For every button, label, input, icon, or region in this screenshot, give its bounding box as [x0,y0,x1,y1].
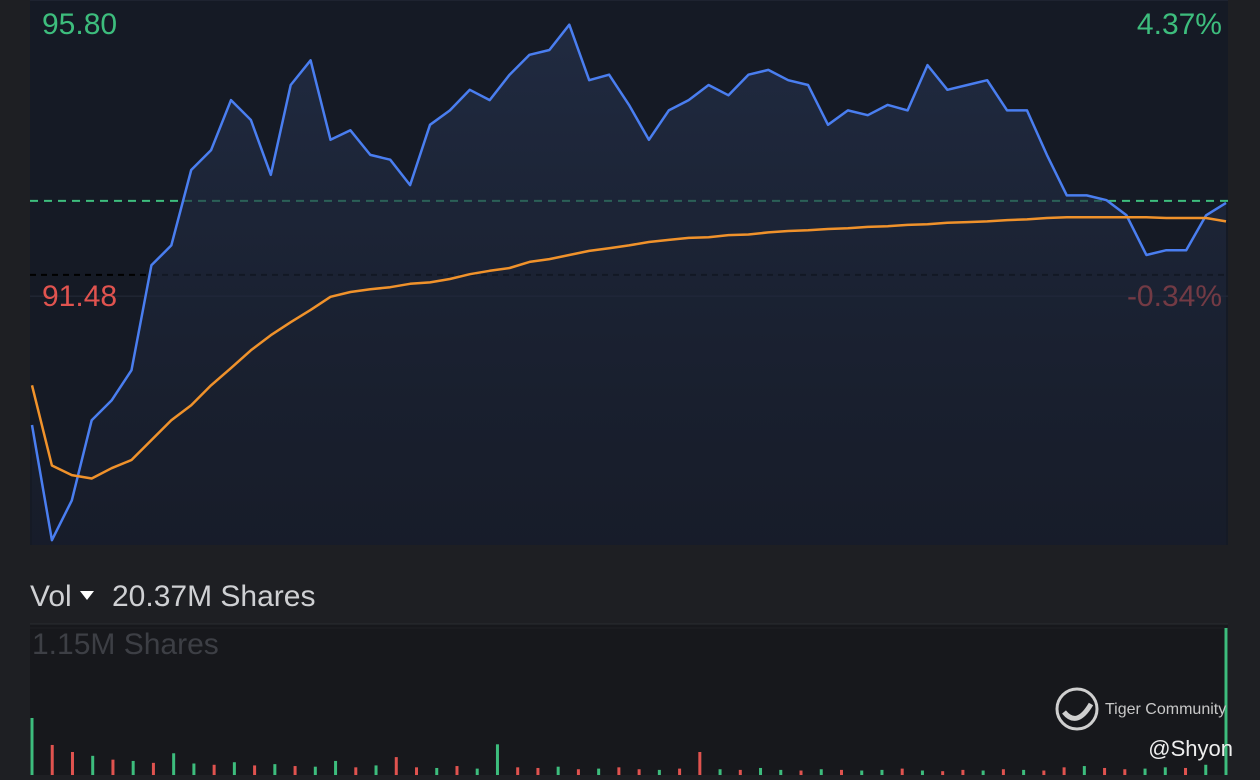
volume-bar [293,766,297,775]
volume-bar [799,770,803,775]
volume-bar [131,760,135,775]
volume-bar [1184,767,1188,775]
volume-bar [415,767,419,775]
volume-bar [212,764,216,775]
volume-bar [334,760,338,775]
dropdown-arrow[interactable] [80,591,94,600]
volume-bar [151,762,155,775]
volume-bar [91,755,95,775]
volume-bar [394,757,398,775]
volume-bar [111,759,115,775]
volume-bar [232,762,236,775]
watermark: Tiger Community @Shyon [1055,687,1233,761]
volume-bar [617,767,621,775]
volume-bar [718,769,722,775]
volume-bar [920,770,924,775]
volume-bar [1143,768,1147,775]
volume-bar [1224,628,1228,775]
volume-bar [900,768,904,775]
volume-bar [941,771,945,775]
average-line [30,216,1227,480]
volume-bar [455,766,459,775]
volume-bar [70,751,74,775]
volume-chart: 1.15M Shares [30,627,1228,775]
volume-bar [657,769,661,775]
volume-bar [516,767,520,775]
volume-bar [1123,769,1127,775]
volume-bar [172,753,176,775]
volume-bar [1042,770,1046,775]
watermark-logo-mark [1062,702,1094,721]
volume-bar [50,744,54,775]
volume-bar [981,770,985,775]
volume-panel [30,624,1228,775]
price-line [30,23,1227,542]
volume-bar [698,751,702,775]
volume-bar [1082,766,1086,775]
volume-total: 20.37M Shares [112,580,315,613]
volume-bar [30,717,34,775]
volume-bar [495,744,499,775]
y-tick-label: 1.15M Shares [32,628,219,661]
volume-bar [475,768,479,775]
volume-bar [860,770,864,775]
volume-bar [1103,767,1107,775]
volume-bar [1001,769,1005,775]
volume-bar [961,769,965,775]
volume-bar [253,765,257,775]
volume-bar [576,769,580,775]
price-area [32,24,1226,545]
volume-bar [678,768,682,775]
volume-bar [313,766,317,775]
volume-bar [536,767,540,775]
volume-bar [637,769,641,775]
volume-bar [738,769,742,775]
watermark-brand: Tiger Community [1105,701,1226,718]
volume-bar [1022,769,1026,775]
volume-label: Vol [30,580,72,613]
volume-bar [597,768,601,775]
volume-bar [759,767,763,775]
volume-bar [1163,767,1167,775]
volume-bar [1062,767,1066,775]
volume-bar [1204,764,1208,775]
volume-bar [273,764,277,775]
y-tick-label: 95.80 [42,8,117,41]
y-tick-label: 91.48 [42,280,117,313]
volume-bar [556,766,560,775]
volume-bar [839,769,843,775]
volume-bar [192,763,196,775]
volume-bar [880,769,884,775]
y2-tick-label: 4.37% [1137,8,1222,41]
watermark-author: @Shyon [1148,736,1233,761]
volume-bar [354,767,358,775]
volume-bar [779,769,783,775]
volume-bar [435,767,439,775]
watermark-logo [1055,687,1099,731]
volume-bar [819,769,823,775]
volume-bar [374,765,378,775]
